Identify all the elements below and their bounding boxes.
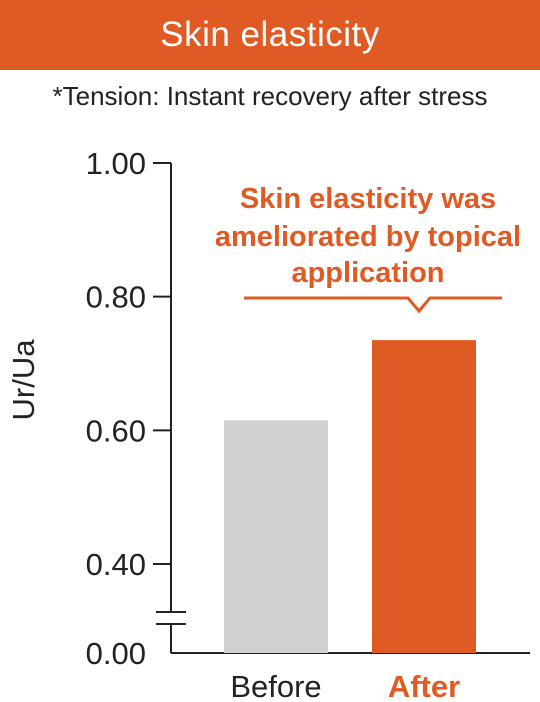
annotation-text: application bbox=[291, 257, 444, 289]
y-tick-label: 0.60 bbox=[86, 413, 146, 448]
annotation-text: ameliorated by topical bbox=[215, 221, 521, 253]
y-axis-label: Ur/Ua bbox=[6, 339, 41, 421]
x-tick-label: After bbox=[388, 669, 460, 702]
title-band: Skin elasticity bbox=[0, 0, 540, 70]
chart-subtitle: *Tension: Instant recovery after stress bbox=[52, 81, 488, 111]
y-tick-label: 0.00 bbox=[86, 636, 146, 671]
chart-title: Skin elasticity bbox=[160, 15, 380, 54]
bar-after bbox=[372, 340, 476, 653]
x-tick-label: Before bbox=[230, 669, 321, 702]
y-tick-label: 1.00 bbox=[86, 146, 146, 181]
annotation-text: Skin elasticity was bbox=[240, 183, 496, 215]
annotation-bracket bbox=[244, 296, 502, 314]
y-tick-label: 0.40 bbox=[86, 547, 146, 582]
y-tick-label: 0.80 bbox=[86, 280, 146, 315]
bar-before bbox=[224, 420, 328, 653]
